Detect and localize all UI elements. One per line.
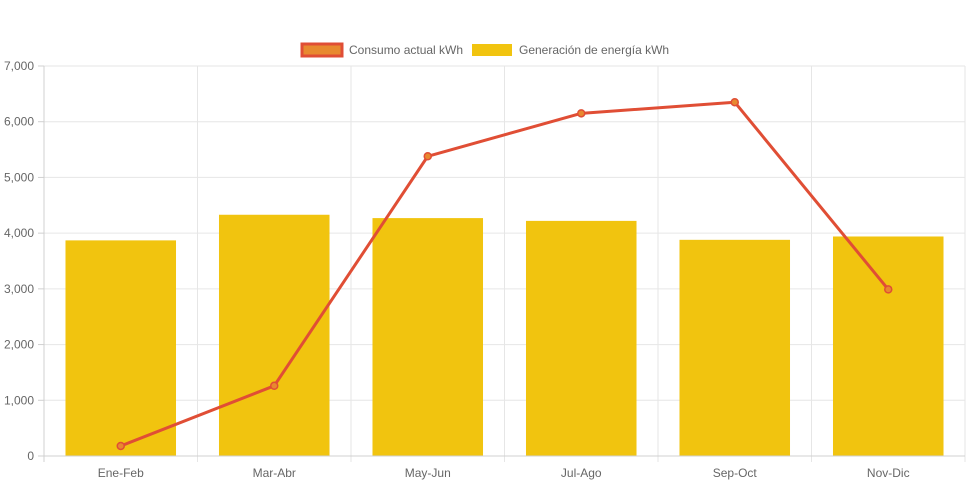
bar-mar-abr[interactable] [218, 214, 330, 456]
bar-series [65, 214, 944, 456]
consumo-point-jul-ago[interactable] [577, 109, 586, 118]
x-tick-label: Jul-Ago [561, 466, 602, 480]
bar-nov-dic[interactable] [832, 236, 944, 456]
y-tick-label: 2,000 [4, 338, 34, 352]
bar-jul-ago[interactable] [525, 220, 637, 456]
consumo-point-nov-dic[interactable] [884, 285, 893, 294]
y-tick-label: 0 [27, 449, 34, 463]
consumo-line [120, 100, 890, 448]
line-series [116, 97, 893, 451]
bar-sep-oct[interactable] [679, 239, 791, 456]
x-tick-label: May-Jun [405, 466, 451, 480]
legend-label-consumo[interactable]: Consumo actual kWh [349, 43, 463, 57]
x-tick-label: Mar-Abr [253, 466, 296, 480]
y-tick-label: 5,000 [4, 170, 34, 184]
legend-swatch-generacion[interactable] [472, 44, 512, 56]
x-tick-label: Nov-Dic [867, 466, 910, 480]
grid-lines [43, 65, 966, 462]
bar-ene-feb[interactable] [65, 240, 177, 456]
x-tick-label: Sep-Oct [713, 466, 758, 480]
axes [38, 65, 965, 457]
y-tick-label: 1,000 [4, 393, 34, 407]
y-tick-label: 7,000 [4, 59, 34, 73]
legend-label-generacion[interactable]: Generación de energía kWh [519, 43, 669, 57]
y-axis-ticks: 0 1,000 2,000 3,000 4,000 5,000 6,000 7,000 [4, 59, 34, 463]
consumo-point-ene-feb[interactable] [116, 441, 125, 451]
bar-may-jun[interactable] [372, 218, 484, 456]
consumo-point-sep-oct[interactable] [730, 97, 739, 107]
legend-swatch-consumo[interactable] [300, 42, 344, 58]
consumo-point-mar-abr[interactable] [270, 381, 279, 391]
consumo-point-may-jun[interactable] [423, 152, 432, 161]
x-tick-label: Ene-Feb [98, 466, 144, 480]
y-tick-label: 3,000 [4, 282, 34, 296]
legend[interactable]: Consumo actual kWh Generación de energía … [300, 42, 669, 58]
x-axis-ticks: Ene-Feb Mar-Abr May-Jun Jul-Ago Sep-Oct Nov-D… [98, 466, 910, 480]
y-tick-label: 6,000 [4, 115, 34, 129]
y-tick-label: 4,000 [4, 226, 34, 240]
